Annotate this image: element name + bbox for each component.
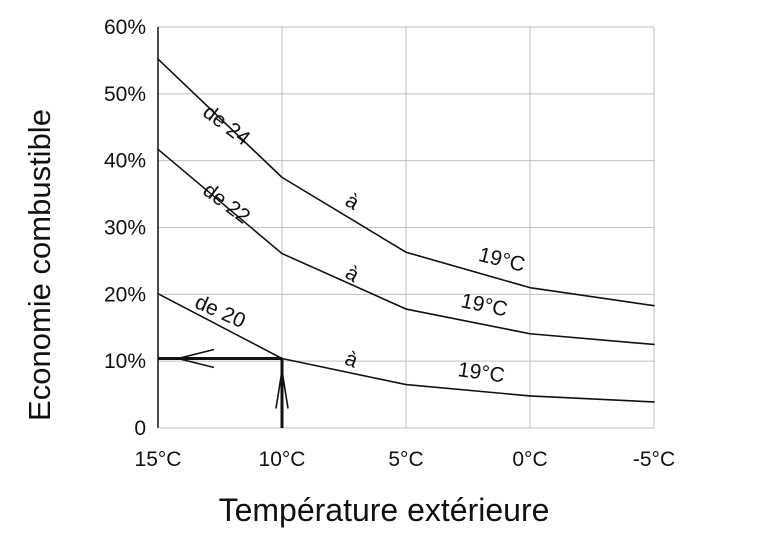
curve-annotation: à — [341, 189, 363, 215]
series-layer — [157, 58, 655, 403]
y-tick-label: 50% — [104, 83, 146, 106]
y-axis-title: Economie combustible — [22, 109, 57, 421]
axis-layer — [157, 27, 654, 429]
guide-left-arrowhead — [177, 348, 215, 369]
data-point — [405, 383, 407, 386]
data-point — [281, 252, 283, 255]
x-axis-title: Température extérieure — [219, 492, 550, 528]
grid-layer — [158, 26, 655, 428]
x-tick-label: 10°C — [259, 448, 306, 471]
curve-annotation: à — [342, 347, 362, 373]
y-tick-label: 60% — [104, 16, 146, 39]
x-tick-label: 15°C — [135, 448, 182, 471]
guide-up-arrowhead — [275, 370, 289, 409]
data-point — [529, 395, 531, 397]
data-point — [653, 401, 655, 403]
data-point — [281, 176, 283, 179]
data-point — [653, 343, 655, 346]
data-point — [157, 148, 159, 151]
y-tick-label: 40% — [104, 150, 146, 173]
x-tick-label: -5°C — [633, 448, 675, 471]
data-point — [653, 304, 655, 307]
data-point — [529, 332, 531, 335]
y-tick-label: 20% — [104, 283, 146, 306]
curve-annotation: de 22 — [198, 179, 254, 229]
y-tick-label: 10% — [104, 350, 146, 373]
x-tick-label: 0°C — [512, 448, 547, 471]
data-point — [405, 308, 407, 310]
curve-annotation: 19°C — [476, 243, 527, 277]
curve-annotation: à — [341, 261, 363, 287]
curve-annotation: 19°C — [456, 358, 506, 387]
reading-guide — [158, 348, 289, 428]
data-point — [157, 58, 159, 60]
data-point — [405, 251, 407, 254]
x-tick-label: 5°C — [388, 448, 423, 471]
data-point — [157, 292, 159, 295]
data-point — [529, 286, 531, 289]
y-tick-label: 30% — [104, 217, 146, 240]
y-tick-label: 0 — [134, 417, 146, 440]
tick-label-layer: 0 10% 20% 30% 40% 50% 60% 15°C 10°C 5°C 0°C -5°C — [104, 16, 675, 471]
